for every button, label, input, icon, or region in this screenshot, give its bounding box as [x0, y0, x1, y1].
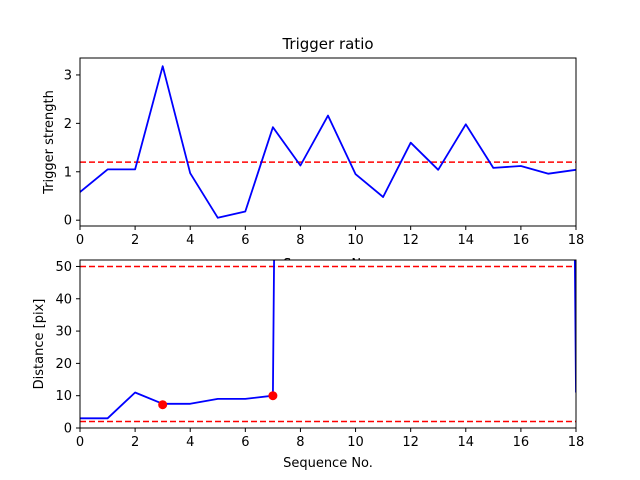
chart-title: Trigger ratio — [281, 35, 373, 53]
y-tick-label: 1 — [64, 165, 72, 180]
x-tick-label: 6 — [241, 233, 249, 248]
y-tick-label: 2 — [64, 117, 72, 132]
x-tick-label: 18 — [568, 233, 585, 248]
x-tick-label: 0 — [76, 233, 84, 248]
highlight-point — [158, 400, 168, 410]
x-tick-label: 4 — [186, 233, 194, 248]
x-tick-label: 16 — [513, 435, 530, 450]
plot-area — [80, 260, 576, 428]
x-axis-label: Sequence No. — [283, 456, 373, 471]
x-tick-label: 12 — [402, 233, 419, 248]
series-layer — [80, 65, 576, 219]
x-tick-label: 10 — [347, 435, 364, 450]
x-tick-label: 8 — [296, 435, 304, 450]
reference-lines — [80, 265, 576, 423]
x-tick-label: 14 — [458, 435, 475, 450]
y-axis-label: Distance [pix] — [32, 299, 47, 390]
x-tick-label: 2 — [131, 233, 139, 248]
x-tick-label: 16 — [513, 233, 530, 248]
marker-layer — [158, 391, 278, 410]
y-tick-label: 40 — [55, 292, 72, 307]
x-tick-label: 10 — [347, 233, 364, 248]
y-tick-label: 3 — [64, 68, 72, 83]
axes-frame — [79, 57, 577, 227]
x-tick-label: 8 — [296, 233, 304, 248]
x-tick-label: 12 — [402, 435, 419, 450]
y-tick-label: 0 — [64, 422, 72, 437]
y-axis-label: Trigger strength — [42, 90, 57, 195]
y-tick-label: 50 — [55, 260, 72, 275]
data-series-line — [80, 65, 576, 219]
x-tick-label: 6 — [241, 435, 249, 450]
y-tick-label: 30 — [55, 325, 72, 340]
tick-layer: 0 2 4 6 8 10 12 14 16 18 0 10 20 30 40 50 — [55, 260, 584, 450]
y-tick-label: 20 — [55, 357, 72, 372]
x-tick-label: 14 — [458, 233, 475, 248]
y-tick-label: 0 — [64, 214, 72, 229]
x-tick-label: 2 — [131, 435, 139, 450]
x-tick-label: 18 — [568, 435, 585, 450]
highlight-point — [268, 391, 278, 401]
y-tick-label: 10 — [55, 389, 72, 404]
axes-frame — [79, 259, 577, 429]
x-tick-label: 4 — [186, 435, 194, 450]
x-tick-label: 0 — [76, 435, 84, 450]
plot-area — [80, 58, 576, 226]
